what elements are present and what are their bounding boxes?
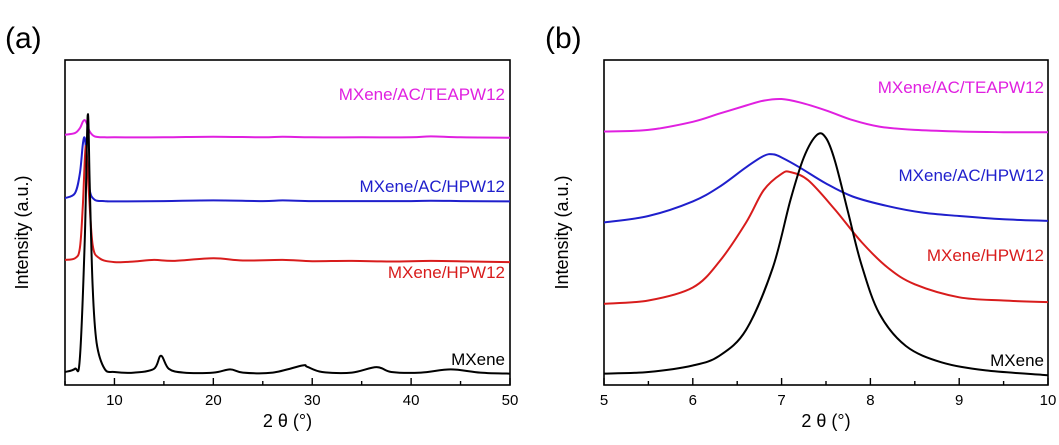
series-line-mxene-ac-teapw12 — [65, 119, 510, 139]
series-label: MXene/AC/HPW12 — [899, 166, 1045, 185]
panel-a: (a) 10 20 30 40 50 2 θ (°) Intensity (a.u.) MXen… — [5, 22, 518, 431]
series-line-mxene-ac-hpw12 — [65, 136, 510, 203]
x-tick-label: 10 — [106, 392, 123, 409]
series-label: MXene — [990, 351, 1044, 370]
series-label: MXene/AC/TEAPW12 — [339, 85, 505, 104]
x-tick-label: 6 — [689, 392, 697, 409]
series-label: MXene/HPW12 — [388, 263, 505, 282]
series-label: MXene/HPW12 — [927, 246, 1044, 265]
plot-frame — [64, 59, 511, 386]
y-axis-title: Intensity (a.u.) — [12, 175, 32, 289]
series-line-mxene-ac-hpw12 — [604, 153, 1048, 224]
x-tick-label: 50 — [502, 392, 519, 409]
series-label: MXene/AC/HPW12 — [360, 177, 506, 196]
x-tick-label: 5 — [600, 392, 608, 409]
series-line-mxene-hpw12 — [65, 145, 510, 264]
x-tick-label: 30 — [304, 392, 321, 409]
x-tick-label: 10 — [1040, 392, 1057, 409]
series-label: MXene — [451, 350, 505, 369]
series-line-mxene-ac-teapw12 — [604, 97, 1048, 134]
series-line-mxene-hpw12 — [604, 170, 1048, 305]
series-label: MXene/AC/TEAPW12 — [878, 78, 1044, 97]
x-tick-label: 40 — [403, 392, 420, 409]
x-axis-title: 2 θ (°) — [801, 411, 850, 431]
panel-b: (b) 5 6 7 8 9 10 2 θ (°) Intensity (a.u.) MXene/A… — [545, 22, 1056, 431]
x-tick-label: 9 — [955, 392, 963, 409]
plot-frame — [603, 59, 1049, 386]
series-line-mxene — [604, 132, 1048, 377]
x-tick-label: 8 — [866, 392, 874, 409]
x-tick-label: 7 — [777, 392, 785, 409]
panel-label: (a) — [5, 22, 42, 55]
y-axis-title: Intensity (a.u.) — [552, 175, 572, 289]
x-axis-title: 2 θ (°) — [263, 411, 312, 431]
panel-label: (b) — [545, 22, 582, 55]
series-line-mxene — [65, 113, 510, 375]
x-tick-label: 20 — [205, 392, 222, 409]
